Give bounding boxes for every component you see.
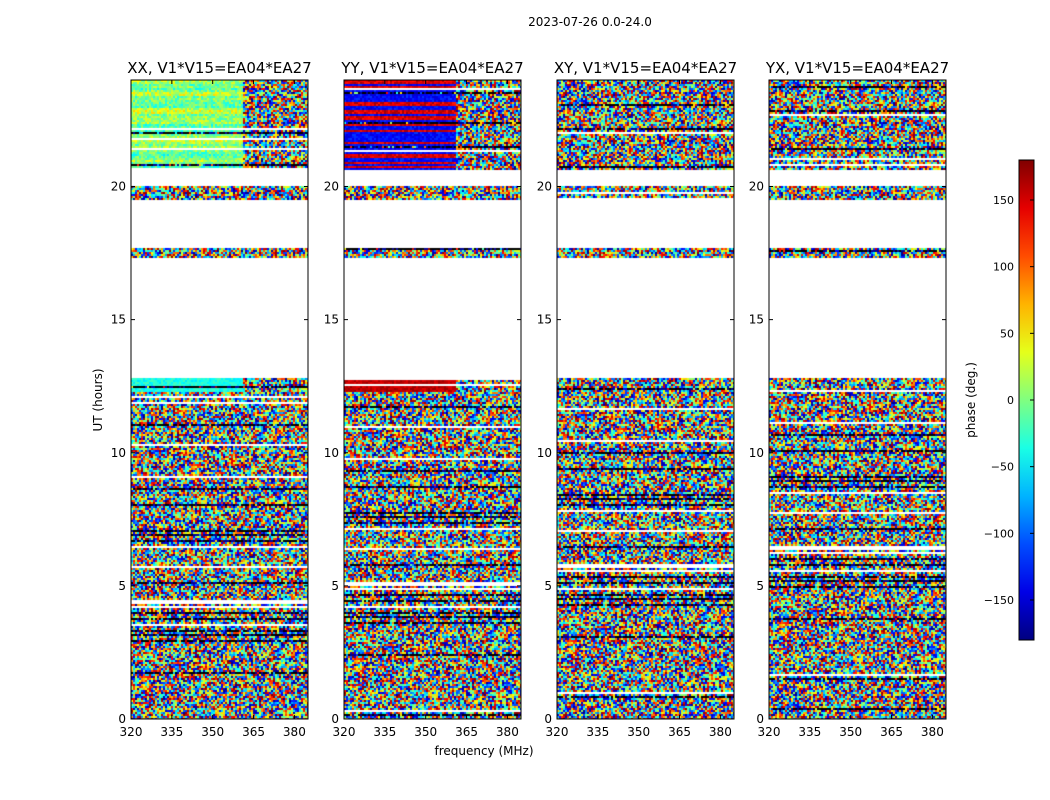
y-tick-label: 15 — [749, 313, 764, 327]
x-tick-label: 380 — [709, 725, 732, 739]
heatmap-xy — [557, 80, 734, 719]
y-tick-label: 20 — [537, 180, 552, 194]
x-tick-label: 380 — [283, 725, 306, 739]
y-tick-label: 0 — [118, 712, 126, 726]
x-tick-label: 350 — [839, 725, 862, 739]
colorbar: 150 100 50 0 −50 −100 −150 phase (deg.) — [964, 159, 1035, 641]
heatmap-yy — [344, 80, 521, 719]
y-tick-label: 20 — [324, 180, 339, 194]
panel-frame — [556, 79, 735, 720]
y-axis-label: UT (hours) — [91, 368, 105, 431]
y-tick-label: 20 — [749, 180, 764, 194]
y-tick-label: 0 — [544, 712, 552, 726]
x-tick-label: 380 — [921, 725, 944, 739]
x-tick-label: 350 — [201, 725, 224, 739]
panels-group: XX, V1*V15=EA04*EA27 320 335 350 365 380 0 5 10 1… — [111, 59, 949, 739]
y-tick-label: 5 — [118, 579, 126, 593]
colorbar-tick-label: −50 — [991, 461, 1014, 474]
y-tick-label: 5 — [544, 579, 552, 593]
heatmap-canvas — [769, 80, 946, 719]
x-tick-label: 365 — [668, 725, 691, 739]
x-tick-label: 350 — [627, 725, 650, 739]
y-tick-label: 10 — [324, 446, 339, 460]
colorbar-tick-label: 100 — [993, 261, 1014, 274]
y-tick-label: 5 — [331, 579, 339, 593]
panel-frame — [343, 79, 522, 720]
colorbar-tick-label: −100 — [984, 527, 1014, 540]
x-tick-label: 350 — [414, 725, 437, 739]
y-tick-label: 5 — [756, 579, 764, 593]
x-tick-label: 365 — [242, 725, 265, 739]
x-tick-label: 335 — [160, 725, 183, 739]
colorbar-tick-label: 0 — [1007, 394, 1014, 407]
panel-frame — [768, 79, 947, 720]
x-tick-label: 365 — [455, 725, 478, 739]
colorbar-label: phase (deg.) — [964, 362, 978, 438]
x-tick-label: 320 — [546, 725, 569, 739]
colorbar-tick-label: 150 — [993, 194, 1014, 207]
x-tick-label: 335 — [586, 725, 609, 739]
x-tick-label: 380 — [496, 725, 519, 739]
x-tick-label: 320 — [758, 725, 781, 739]
panel-frame — [130, 79, 309, 720]
heatmap-canvas — [557, 80, 734, 719]
y-tick-label: 15 — [111, 313, 126, 327]
heatmap-yx — [769, 80, 946, 719]
panel-xx: XX, V1*V15=EA04*EA27 320 335 350 365 380 0 5 10 1… — [111, 59, 312, 739]
y-tick-label: 10 — [537, 446, 552, 460]
y-tick-label: 0 — [331, 712, 339, 726]
x-axis-label: frequency (MHz) — [434, 744, 533, 758]
x-tick-label: 335 — [373, 725, 396, 739]
panel-title: YY, V1*V15=EA04*EA27 — [340, 59, 523, 77]
colorbar-tick-label: −150 — [984, 594, 1014, 607]
y-tick-label: 20 — [111, 180, 126, 194]
x-tick-label: 335 — [798, 725, 821, 739]
panel-title: XY, V1*V15=EA04*EA27 — [554, 59, 737, 77]
colorbar-tick-label: 50 — [1000, 327, 1014, 340]
y-tick-label: 10 — [749, 446, 764, 460]
chart-suptitle: 2023-07-26 0.0-24.0 — [528, 15, 652, 29]
panel-xy: XY, V1*V15=EA04*EA27 320 335 350 365 380 0 5 10 1… — [537, 59, 737, 739]
panel-yx: YX, V1*V15=EA04*EA27 320 335 350 365 380 0 5 10 1… — [749, 59, 949, 739]
heatmap-canvas — [131, 80, 308, 719]
panel-title: XX, V1*V15=EA04*EA27 — [127, 59, 311, 77]
x-tick-label: 365 — [880, 725, 903, 739]
y-tick-label: 15 — [537, 313, 552, 327]
y-tick-label: 10 — [111, 446, 126, 460]
panel-yy: YY, V1*V15=EA04*EA27 320 335 350 365 380 0 5 10 1… — [324, 59, 524, 739]
y-tick-label: 0 — [756, 712, 764, 726]
x-tick-label: 320 — [333, 725, 356, 739]
heatmap-canvas — [344, 80, 521, 719]
heatmap-xx — [131, 80, 308, 719]
panel-title: YX, V1*V15=EA04*EA27 — [765, 59, 949, 77]
y-tick-label: 15 — [324, 313, 339, 327]
x-tick-label: 320 — [120, 725, 143, 739]
